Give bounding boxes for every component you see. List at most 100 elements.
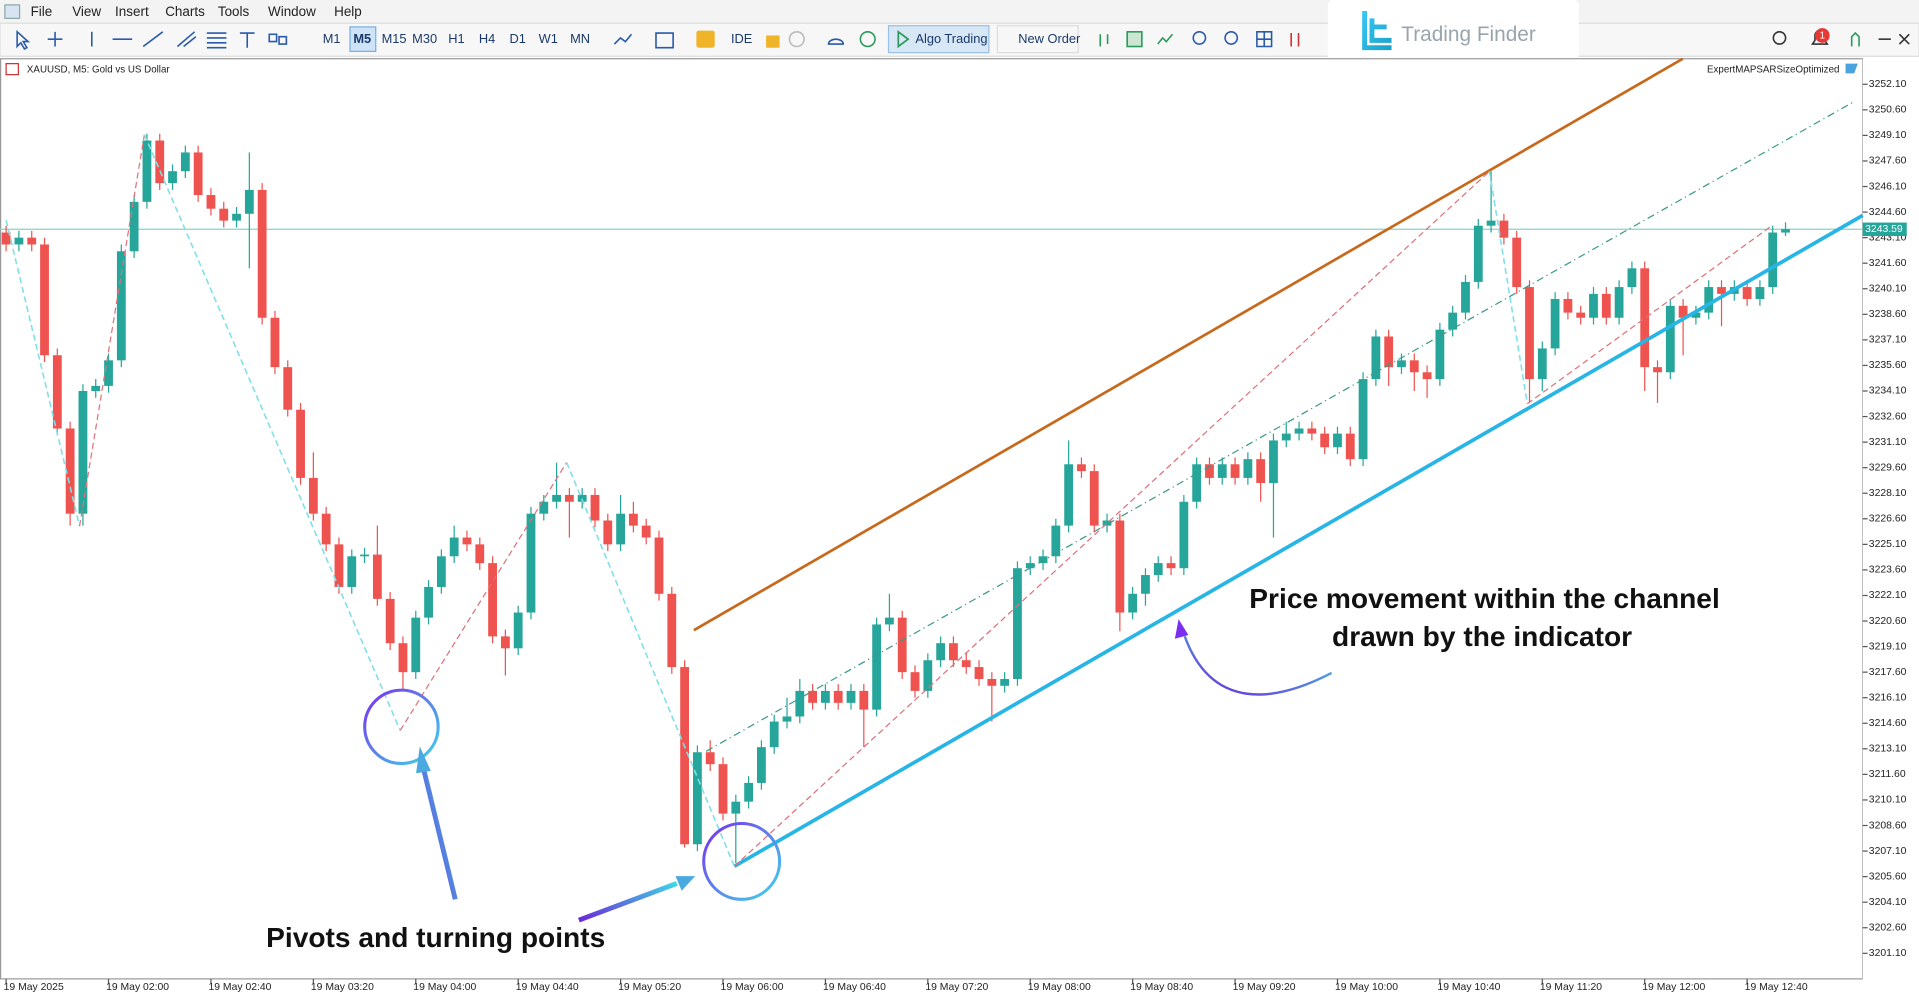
y-tick-label: 3252.10	[1869, 79, 1907, 90]
candle-body	[1192, 464, 1202, 502]
candle-body	[321, 513, 331, 545]
candle-body	[1781, 229, 1790, 233]
arrow-shaft	[578, 881, 678, 923]
candle-body	[1230, 464, 1240, 478]
menu-item[interactable]: File	[31, 4, 53, 19]
x-tick-label: 19 May 06:00	[721, 982, 784, 993]
candles-icon	[1126, 31, 1143, 48]
candle-body	[1243, 459, 1253, 478]
annotations: Price movement within the channel drawn …	[266, 583, 1720, 953]
algo-trading-button[interactable]	[887, 25, 990, 54]
timeframe-button[interactable]: MN	[570, 31, 590, 46]
timeframe-button[interactable]: M1	[323, 31, 341, 46]
zigzag-down	[1488, 171, 1529, 404]
candle-body	[1486, 220, 1496, 226]
lock-icon	[766, 35, 780, 48]
candle-body	[424, 586, 433, 618]
logo-icon	[1362, 11, 1392, 51]
plot-area	[0, 58, 1864, 980]
candle-body	[1512, 237, 1522, 288]
candle-body	[1614, 287, 1624, 318]
y-tick-label: 3235.60	[1869, 360, 1907, 371]
candle-body	[1397, 360, 1406, 368]
candle-body	[1640, 268, 1650, 368]
zigzag-down	[143, 134, 401, 731]
text-icon	[239, 32, 255, 48]
signal-strength-icon	[1850, 31, 1860, 47]
line-chart-icon	[613, 33, 633, 45]
pivot-circle	[363, 688, 440, 766]
candle-body	[1422, 372, 1432, 380]
timeframe-button[interactable]: D1	[509, 31, 525, 46]
menu-item[interactable]: Insert	[115, 4, 149, 19]
ide-button[interactable]: IDE	[731, 31, 752, 46]
candle-body	[987, 678, 997, 686]
y-tick-label: 3204.10	[1869, 897, 1907, 908]
menu: File View Insert Charts Tools Window Help	[31, 4, 362, 19]
candle-body	[513, 612, 523, 649]
candle-body	[1499, 220, 1509, 238]
candle-body	[846, 690, 856, 703]
candle-body	[27, 237, 37, 245]
candle-body	[1371, 336, 1381, 380]
candle-body	[539, 501, 549, 514]
candle-body	[462, 537, 472, 545]
menu-item[interactable]: View	[72, 4, 101, 19]
x-tick-label: 19 May 2025	[4, 982, 64, 993]
candle-body	[206, 195, 216, 209]
x-tick-label: 19 May 08:40	[1130, 982, 1193, 993]
candle-body	[769, 721, 779, 748]
timeframe-button[interactable]: W1	[539, 31, 558, 46]
candle-body	[1281, 433, 1291, 441]
candle-body	[1217, 464, 1227, 478]
y-tick-label: 3210.10	[1869, 795, 1907, 806]
candle-body	[1294, 428, 1304, 434]
timeframe-button[interactable]: M15	[382, 31, 407, 46]
candle-body	[705, 752, 715, 765]
y-tick-label: 3214.60	[1869, 718, 1907, 729]
y-tick-label: 3229.60	[1869, 462, 1907, 473]
timeframe-button[interactable]: H1	[448, 31, 464, 46]
x-tick-label: 19 May 03:20	[311, 982, 374, 993]
timeframe-button[interactable]: H4	[479, 31, 495, 46]
menu-item[interactable]: Window	[268, 4, 316, 19]
vps-icon	[859, 31, 876, 48]
candle-body	[577, 494, 587, 502]
x-tick-label: 19 May 12:00	[1642, 982, 1705, 993]
crosshair-icon	[47, 31, 63, 47]
candle-body	[334, 544, 344, 587]
candle-body	[449, 537, 459, 557]
y-tick-label: 3207.10	[1869, 846, 1907, 857]
candle-body	[1000, 678, 1010, 686]
x-tick-label: 19 May 07:20	[925, 982, 988, 993]
new-order-button[interactable]	[996, 25, 1079, 54]
candle-body	[257, 189, 267, 318]
candle-body	[936, 643, 946, 661]
channel-middle	[705, 101, 1855, 752]
menu-item[interactable]: Charts	[165, 4, 205, 19]
candle-body	[628, 513, 638, 526]
candle-body	[488, 563, 497, 637]
candle-body	[744, 782, 754, 802]
candle-body	[1077, 464, 1086, 472]
candle-body	[1653, 367, 1662, 373]
timeframe-button[interactable]: M5	[353, 31, 371, 46]
candle-body	[885, 617, 894, 625]
candle-body	[1678, 305, 1688, 318]
candle-body	[244, 189, 254, 214]
signal-icon	[788, 31, 805, 48]
y-tick-label: 3225.10	[1869, 539, 1907, 550]
zoom-in-icon	[1192, 31, 1207, 45]
new-order-label[interactable]: New Order	[1018, 31, 1081, 46]
algo-trading-label[interactable]: Algo Trading	[915, 31, 987, 46]
candle-body	[1307, 428, 1317, 434]
candle-body	[1320, 433, 1330, 448]
search-icon	[1772, 31, 1787, 45]
price-axis	[1862, 58, 1919, 996]
menu-item[interactable]: Help	[334, 4, 362, 19]
indicator-lines	[5, 57, 1864, 868]
timeframe-button[interactable]: M30	[412, 31, 437, 46]
menu-item[interactable]: Tools	[218, 4, 250, 19]
y-tick-label: 3201.10	[1869, 948, 1907, 959]
